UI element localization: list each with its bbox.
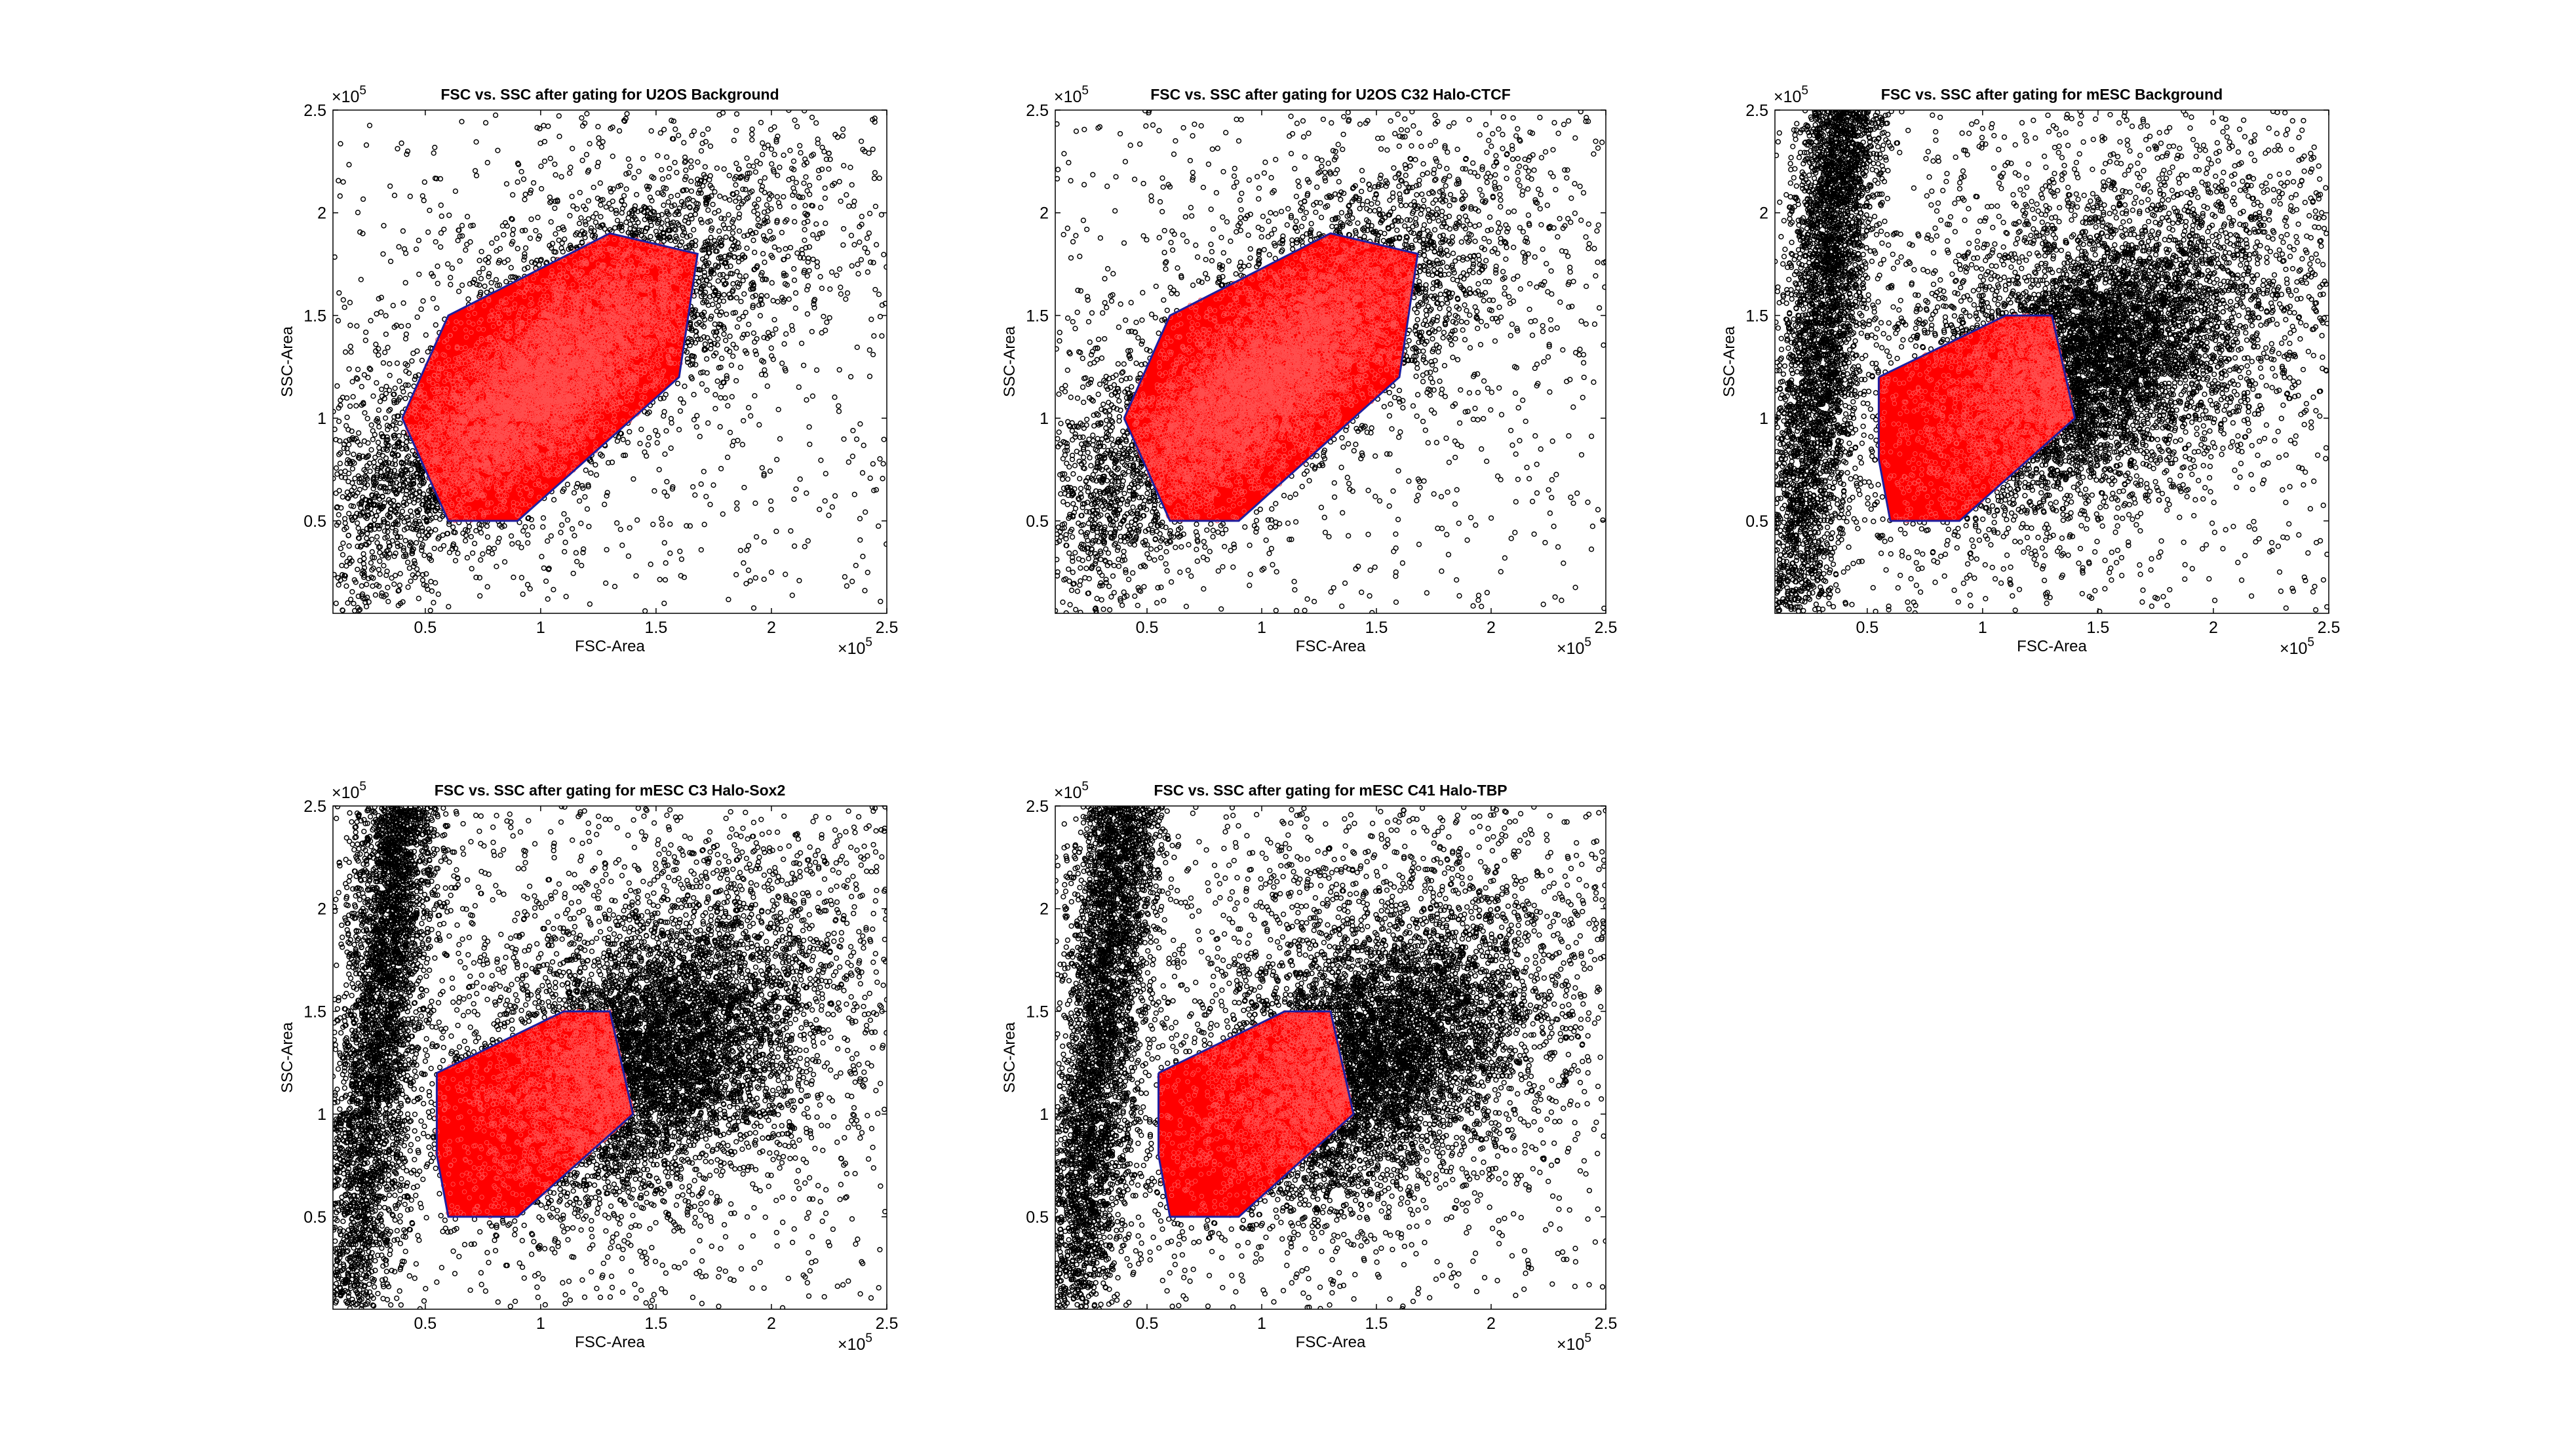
x-tick-label: 1.5 — [1365, 1314, 1388, 1333]
x-tick-label: 1 — [536, 1314, 545, 1333]
y-tick-label: 0.5 — [303, 1208, 326, 1227]
x-axis-label: FSC-Area — [1296, 638, 1366, 655]
y-tick-label: 1 — [1040, 410, 1049, 428]
y-tick-label: 1.5 — [303, 1003, 326, 1021]
y-axis-multiplier-exponent: 5 — [359, 84, 366, 98]
x-tick-label: 2 — [2209, 619, 2218, 637]
y-axis-multiplier-exponent: 5 — [1081, 84, 1089, 98]
y-tick-label: 0.5 — [1745, 512, 1768, 531]
chart-title: FSC vs. SSC after gating for mESC C41 Ha… — [1154, 782, 1507, 799]
y-tick-label: 1.5 — [303, 307, 326, 325]
x-tick-label: 2.5 — [1595, 619, 1618, 637]
x-tick-label: 2.5 — [1595, 1314, 1618, 1333]
x-tick-label: 0.5 — [1856, 619, 1878, 637]
y-tick-label: 0.5 — [1026, 1208, 1049, 1227]
x-axis-label: FSC-Area — [575, 638, 645, 655]
x-tick-label: 1 — [1978, 619, 1987, 637]
y-axis-label: SSC-Area — [1721, 326, 1738, 397]
x-tick-label: 2 — [767, 1314, 776, 1333]
y-axis-multiplier-exponent: 5 — [359, 780, 366, 794]
x-tick-label: 1 — [536, 619, 545, 637]
y-tick-label: 0.5 — [303, 512, 326, 531]
y-tick-label: 2.5 — [1026, 797, 1049, 816]
x-tick-label: 0.5 — [414, 619, 437, 637]
y-axis-label: SSC-Area — [279, 326, 296, 397]
y-tick-label: 1 — [317, 1105, 326, 1124]
x-tick-label: 2 — [1487, 619, 1496, 637]
x-tick-label: 2 — [1487, 1314, 1496, 1333]
y-tick-label: 2.5 — [303, 797, 326, 816]
x-axis-multiplier-exponent: 5 — [1584, 1331, 1591, 1345]
x-tick-label: 2 — [767, 619, 776, 637]
x-axis-label: FSC-Area — [1296, 1333, 1366, 1351]
y-axis-label: SSC-Area — [1001, 326, 1019, 397]
y-tick-label: 1.5 — [1745, 307, 1768, 325]
y-tick-label: 2.5 — [1026, 102, 1049, 120]
y-tick-label: 2.5 — [303, 102, 326, 120]
x-tick-label: 1.5 — [645, 619, 668, 637]
x-axis-multiplier-exponent: 5 — [865, 636, 872, 649]
x-tick-label: 2.5 — [876, 619, 899, 637]
y-tick-label: 0.5 — [1026, 512, 1049, 531]
chart-title: FSC vs. SSC after gating for U2OS C32 Ha… — [1150, 86, 1511, 103]
y-axis-multiplier-exponent: 5 — [1801, 84, 1808, 98]
chart-title: FSC vs. SSC after gating for U2OS Backgr… — [440, 86, 779, 103]
y-tick-label: 1.5 — [1026, 307, 1049, 325]
chart-title: FSC vs. SSC after gating for mESC Backgr… — [1881, 86, 2223, 103]
y-tick-label: 1 — [1759, 410, 1768, 428]
x-tick-label: 1 — [1257, 1314, 1266, 1333]
x-axis-label: FSC-Area — [2017, 638, 2087, 655]
y-tick-label: 2 — [317, 900, 326, 919]
y-tick-label: 2.5 — [1745, 102, 1768, 120]
y-tick-label: 1 — [317, 410, 326, 428]
x-tick-label: 1.5 — [1365, 619, 1388, 637]
x-tick-label: 1 — [1257, 619, 1266, 637]
y-tick-label: 2 — [1040, 204, 1049, 223]
x-tick-label: 2.5 — [876, 1314, 899, 1333]
x-tick-label: 1.5 — [2087, 619, 2110, 637]
x-tick-label: 0.5 — [1136, 1314, 1159, 1333]
x-axis-label: FSC-Area — [575, 1333, 645, 1351]
x-tick-label: 0.5 — [414, 1314, 437, 1333]
x-axis-multiplier-exponent: 5 — [865, 1331, 872, 1345]
y-axis-multiplier-exponent: 5 — [1081, 780, 1089, 794]
y-axis-label: SSC-Area — [1001, 1022, 1019, 1093]
x-axis-multiplier-exponent: 5 — [1584, 636, 1591, 649]
y-tick-label: 1 — [1040, 1105, 1049, 1124]
y-axis-label: SSC-Area — [279, 1022, 296, 1093]
x-tick-label: 2.5 — [2318, 619, 2341, 637]
y-tick-label: 2 — [1759, 204, 1768, 223]
chart-title: FSC vs. SSC after gating for mESC C3 Hal… — [435, 782, 786, 799]
y-tick-label: 2 — [1040, 900, 1049, 919]
x-tick-label: 1.5 — [645, 1314, 668, 1333]
y-tick-label: 1.5 — [1026, 1003, 1049, 1021]
x-axis-multiplier-exponent: 5 — [2307, 636, 2314, 649]
x-tick-label: 0.5 — [1136, 619, 1159, 637]
y-tick-label: 2 — [317, 204, 326, 223]
